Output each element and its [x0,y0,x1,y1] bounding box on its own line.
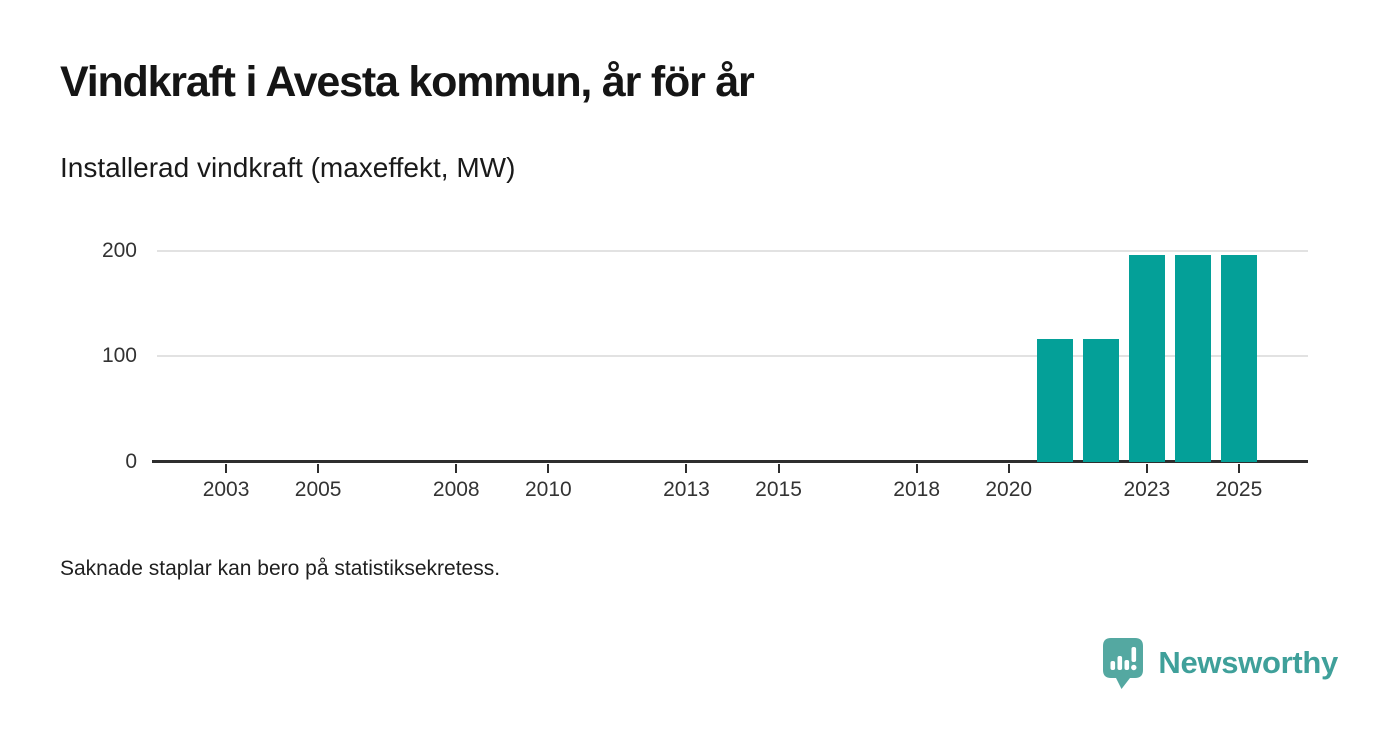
page-title: Vindkraft i Avesta kommun, år för år [60,58,755,106]
newsworthy-wordmark: Newsworthy [1158,645,1338,680]
x-tick-2005 [317,464,320,473]
x-tick-2003 [225,464,228,473]
bar-2025 [1220,254,1257,462]
x-tick-label-2023: 2023 [1123,478,1171,501]
gridline-200 [157,249,1308,252]
y-axis-label-100: 100 [101,344,137,368]
x-tick-label-2013: 2013 [663,478,710,501]
x-tick-label-2025: 2025 [1215,478,1263,501]
bar-2022 [1082,339,1119,462]
x-tick-2008 [455,464,458,473]
x-tick-label-2020: 2020 [985,478,1033,501]
bar-2021 [1036,339,1073,462]
y-axis-label-200: 200 [101,238,137,262]
x-tick-2020 [1007,464,1010,473]
x-tick-label-2018: 2018 [893,478,941,501]
x-tick-label-2005: 2005 [294,478,342,501]
x-tick-2015 [777,464,780,473]
x-tick-2023 [1145,464,1148,473]
y-axis-label-0: 0 [125,450,137,473]
page-subtitle: Installerad vindkraft (maxeffekt, MW) [60,152,516,183]
x-tick-2013 [685,464,688,473]
footnote: Saknade staplar kan bero på statistiksek… [60,557,501,580]
x-tick-2018 [915,464,918,473]
x-axis-line [152,460,1308,463]
bar-2023 [1128,254,1165,462]
gridline-100 [157,355,1308,358]
x-tick-label-2015: 2015 [755,478,802,501]
newsworthy-logo: Newsworthy [1101,636,1338,690]
x-tick-label-2008: 2008 [432,478,480,501]
x-tick-label-2010: 2010 [524,478,572,501]
plot-area: 0 100 200 2003 2005 2008 2010 2013 2015 2018 2020 2… [102,239,1308,501]
x-tick-2010 [547,464,550,473]
bar-2024 [1174,254,1211,462]
x-tick-2025 [1237,464,1240,473]
newsworthy-speech-bubble-bar-chart-icon [1103,638,1144,689]
x-tick-label-2003: 2003 [202,478,250,501]
